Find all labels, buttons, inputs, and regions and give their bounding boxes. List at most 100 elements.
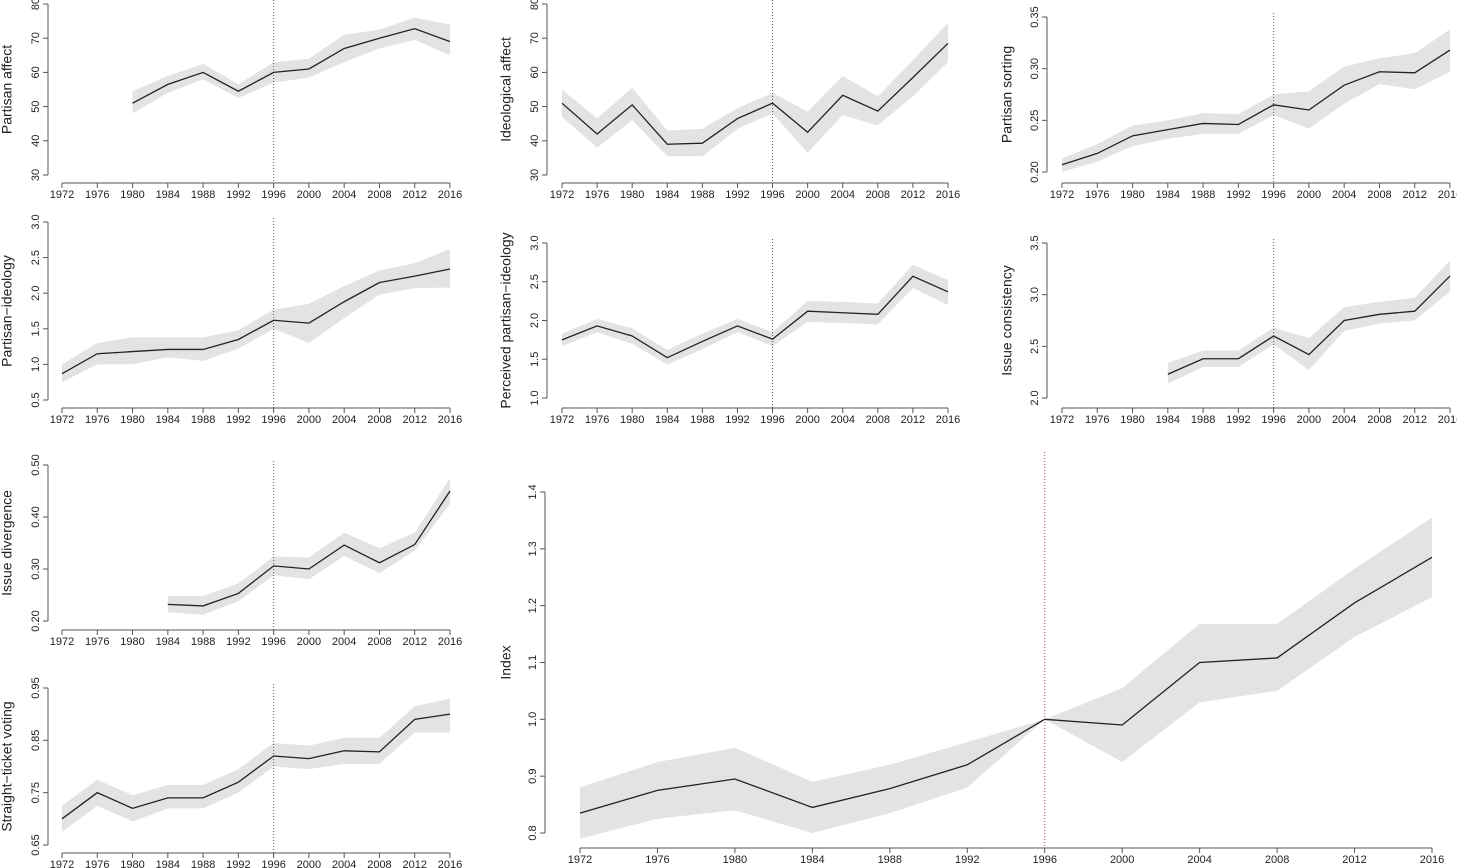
x-tick-label: 2016 (438, 636, 462, 648)
x-tick-label: 1996 (760, 414, 784, 426)
x-tick-label: 2016 (1420, 854, 1444, 866)
y-tick-label: 1.5 (529, 352, 541, 367)
x-tick-label: 2016 (1438, 414, 1457, 426)
panel: 1972 1976 1980 1984 1988 1992 1996 2000 2004 2008… (0, 214, 462, 426)
x-tick-label: 1988 (191, 859, 215, 868)
y-axis-label: Partisan affect (0, 45, 15, 134)
x-tick-label: 2008 (1265, 854, 1289, 866)
x-tick-label: 2012 (402, 189, 426, 201)
y-tick-label: 80 (30, 0, 42, 10)
y-tick-label: 1.3 (527, 541, 539, 556)
x-tick-label: 2000 (1297, 414, 1321, 426)
y-tick-label: 0.25 (1029, 110, 1041, 131)
y-tick-label: 0.30 (1029, 58, 1041, 79)
y-tick-label: 1.0 (527, 712, 539, 727)
x-tick-label: 2008 (367, 189, 391, 201)
y-tick-label: 0.95 (30, 677, 42, 698)
x-tick-label: 2000 (297, 636, 321, 648)
x-tick-label: 1984 (1156, 414, 1180, 426)
panel: 1972 1976 1980 1984 1988 1992 1996 2000 2004 2008… (498, 0, 960, 201)
x-tick-label: 2016 (438, 859, 462, 868)
y-tick-label: 0.8 (527, 825, 539, 840)
x-tick-label: 2016 (936, 414, 960, 426)
x-tick-label: 2008 (866, 189, 890, 201)
y-axis-label: Issue consistency (999, 265, 1015, 376)
x-tick-label: 1988 (690, 414, 714, 426)
x-tick-label: 1988 (878, 854, 902, 866)
x-tick-label: 1976 (585, 189, 609, 201)
x-tick-label: 1996 (1261, 414, 1285, 426)
x-tick-label: 2000 (1297, 189, 1321, 201)
x-tick-label: 2016 (936, 189, 960, 201)
confidence-band (132, 17, 450, 114)
y-axis-label: Partisan−ideology (0, 255, 15, 367)
x-tick-label: 1996 (261, 859, 285, 868)
y-tick-label: 0.75 (30, 782, 42, 803)
y-axis-label: Straight−ticket voting (0, 701, 15, 831)
y-tick-label: 50 (529, 100, 541, 112)
x-tick-label: 2012 (901, 189, 925, 201)
x-tick-label: 2008 (367, 414, 391, 426)
y-tick-label: 60 (529, 66, 541, 78)
x-tick-label: 2012 (402, 414, 426, 426)
x-tick-label: 1980 (620, 189, 644, 201)
x-tick-label: 1976 (585, 414, 609, 426)
x-tick-label: 2004 (332, 414, 356, 426)
x-tick-label: 1972 (1050, 414, 1074, 426)
x-tick-label: 2000 (297, 859, 321, 868)
x-tick-label: 1980 (1120, 189, 1144, 201)
y-tick-label: 1.5 (30, 321, 42, 336)
panel: 1972 1976 1980 1984 1988 1992 1996 2000 2004 2008… (0, 0, 462, 201)
x-tick-label: 2004 (332, 189, 356, 201)
x-tick-label: 2008 (367, 859, 391, 868)
trend-line (579, 556, 1433, 814)
x-tick-label: 1980 (120, 859, 144, 868)
x-tick-label: 1972 (50, 859, 74, 868)
x-tick-label: 1984 (156, 414, 180, 426)
y-tick-label: 30 (30, 169, 42, 181)
trend-line (1167, 275, 1451, 375)
y-tick-label: 0.20 (30, 610, 42, 631)
x-tick-label: 2012 (1402, 189, 1426, 201)
x-tick-label: 2008 (367, 636, 391, 648)
x-tick-label: 1972 (568, 854, 592, 866)
x-tick-label: 2012 (402, 636, 426, 648)
x-tick-label: 2012 (901, 414, 925, 426)
x-tick-label: 1976 (645, 854, 669, 866)
y-tick-label: 1.0 (30, 357, 42, 372)
x-tick-label: 2000 (1110, 854, 1134, 866)
x-tick-label: 2012 (402, 859, 426, 868)
x-tick-label: 2004 (1187, 854, 1211, 866)
panel: 1972 1976 1980 1984 1988 1992 1996 2000 2004 2008… (999, 235, 1457, 426)
x-tick-label: 2000 (297, 189, 321, 201)
x-tick-label: 1992 (226, 189, 250, 201)
y-tick-label: 0.65 (30, 834, 42, 855)
y-tick-label: 50 (30, 100, 42, 112)
x-tick-label: 2008 (1367, 414, 1391, 426)
x-tick-label: 1988 (191, 189, 215, 201)
confidence-band (167, 478, 450, 615)
x-tick-label: 2004 (332, 636, 356, 648)
x-tick-label: 1992 (725, 414, 749, 426)
x-tick-label: 2000 (795, 189, 819, 201)
y-tick-label: 80 (529, 0, 541, 10)
y-tick-label: 3.0 (30, 214, 42, 229)
confidence-band (1167, 260, 1450, 384)
x-tick-label: 1996 (261, 189, 285, 201)
x-tick-label: 1984 (1156, 189, 1180, 201)
x-tick-label: 1992 (226, 859, 250, 868)
y-tick-label: 2.0 (1029, 390, 1041, 405)
x-tick-label: 1972 (1050, 189, 1074, 201)
y-tick-label: 2.5 (30, 250, 42, 265)
x-tick-label: 1988 (191, 414, 215, 426)
x-tick-label: 1992 (1226, 414, 1250, 426)
x-tick-label: 1980 (620, 414, 644, 426)
x-tick-label: 1992 (226, 414, 250, 426)
x-tick-label: 2016 (438, 414, 462, 426)
y-axis-label: Issue divergence (0, 490, 15, 596)
panel: 1972 1976 1980 1984 1988 1992 1996 2000 2004 2008… (0, 454, 462, 648)
y-tick-label: 40 (30, 135, 42, 147)
panel: 1972 1976 1980 1984 1988 1992 1996 2000 2004 2008… (498, 452, 1444, 866)
x-tick-label: 2004 (332, 859, 356, 868)
trend-line (167, 490, 451, 607)
